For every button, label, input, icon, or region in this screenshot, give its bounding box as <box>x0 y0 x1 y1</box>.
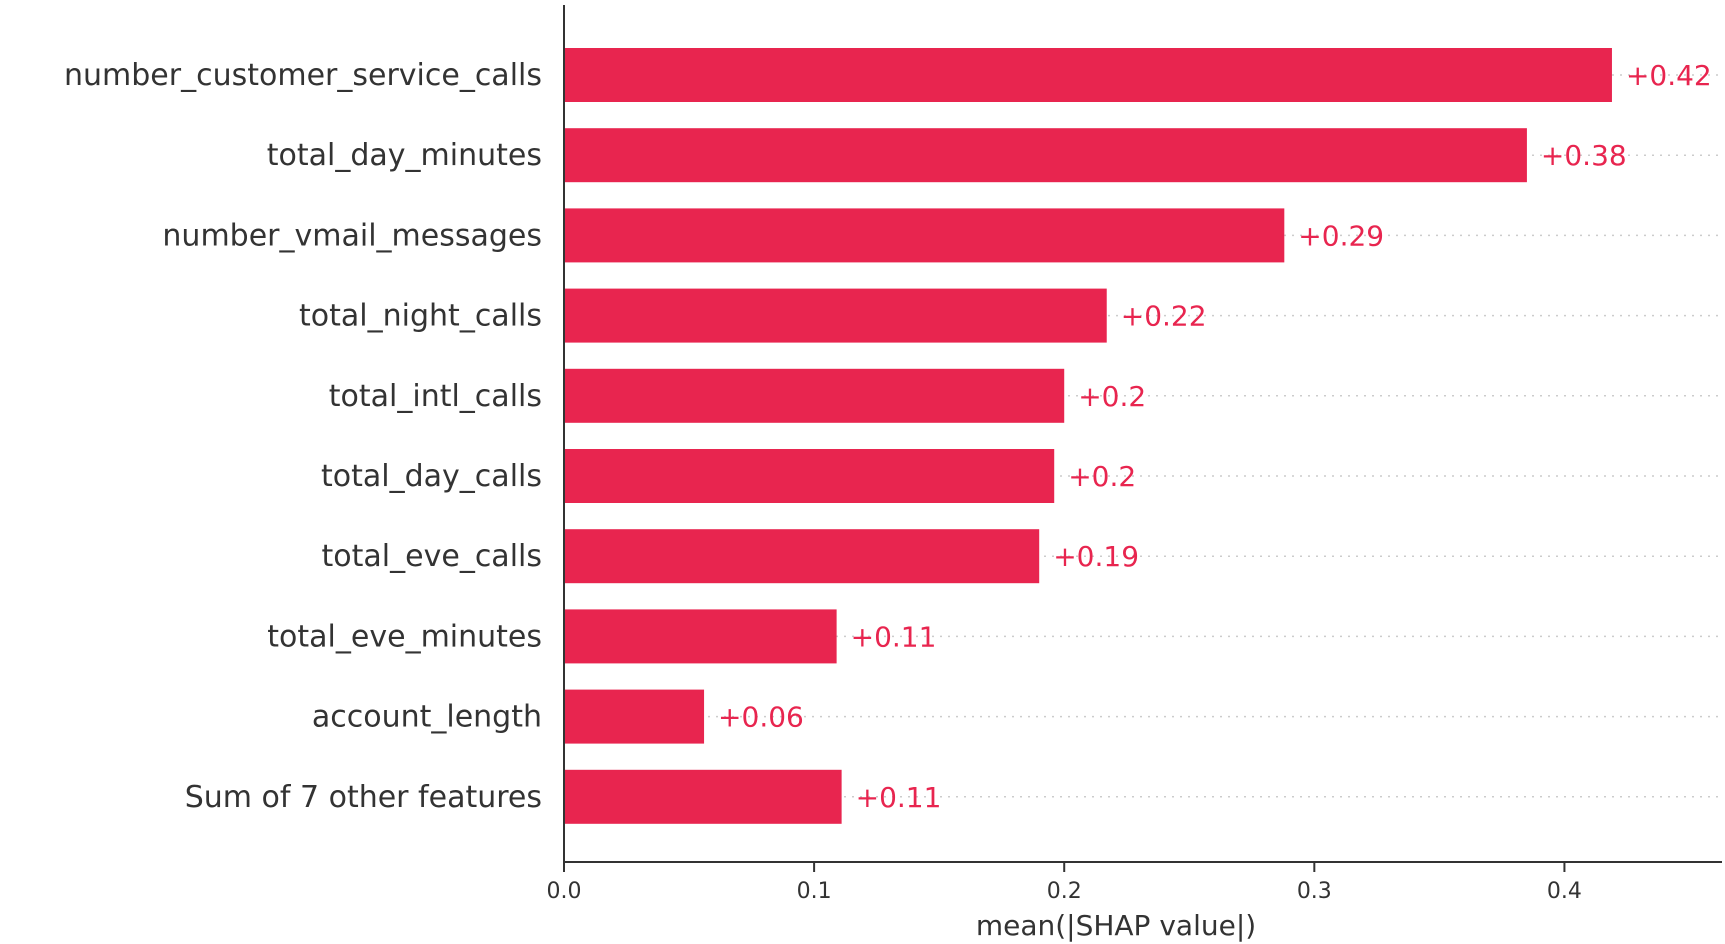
value-label: +0.19 <box>1053 540 1139 573</box>
x-axis-title: mean(|SHAP value|) <box>976 909 1256 942</box>
bar-8 <box>564 689 705 744</box>
category-label: number_vmail_messages <box>162 218 542 253</box>
category-label: total_intl_calls <box>329 379 542 414</box>
bar-4 <box>564 368 1065 423</box>
value-label-layer: +0.42 +0.38 +0.29 +0.22 +0.2 +0.2 +0.19 +0.11 +0… <box>718 59 1712 814</box>
category-label: total_day_minutes <box>267 138 542 173</box>
category-label: total_eve_minutes <box>267 619 542 654</box>
category-label: total_day_calls <box>321 459 542 494</box>
category-label: number_customer_service_calls <box>64 58 542 93</box>
value-label: +0.2 <box>1078 380 1146 413</box>
category-label: total_night_calls <box>299 299 542 334</box>
value-label: +0.38 <box>1541 139 1627 172</box>
bar-3 <box>564 288 1107 343</box>
bar-6 <box>564 529 1040 584</box>
bar-9 <box>564 769 842 824</box>
bar-1 <box>564 128 1527 183</box>
value-label: +0.42 <box>1626 59 1712 92</box>
value-label: +0.29 <box>1298 219 1384 252</box>
gridline-layer <box>564 74 1722 798</box>
bar-5 <box>564 449 1055 503</box>
bar-layer <box>564 48 1612 824</box>
value-label: +0.11 <box>851 620 937 653</box>
value-label: +0.2 <box>1068 460 1136 493</box>
x-tick-label: 0.0 <box>547 879 582 904</box>
value-label: +0.11 <box>856 781 942 814</box>
x-tick-label: 0.4 <box>1547 879 1582 904</box>
category-label: Sum of 7 other features <box>185 780 542 815</box>
value-label: +0.22 <box>1121 300 1207 333</box>
category-label: total_eve_calls <box>322 539 542 574</box>
bar-7 <box>564 609 837 664</box>
x-tick-label: 0.3 <box>1297 879 1332 904</box>
bar-0 <box>564 48 1612 102</box>
category-label-layer: number_customer_service_calls total_day_m… <box>64 58 542 815</box>
x-tick-label: 0.1 <box>797 879 832 904</box>
axis-layer: 0.0 0.1 0.2 0.3 0.4 <box>547 5 1722 904</box>
value-label: +0.06 <box>718 701 804 734</box>
bar-2 <box>564 208 1285 263</box>
category-label: account_length <box>312 700 542 735</box>
x-tick-label: 0.2 <box>1047 879 1082 904</box>
